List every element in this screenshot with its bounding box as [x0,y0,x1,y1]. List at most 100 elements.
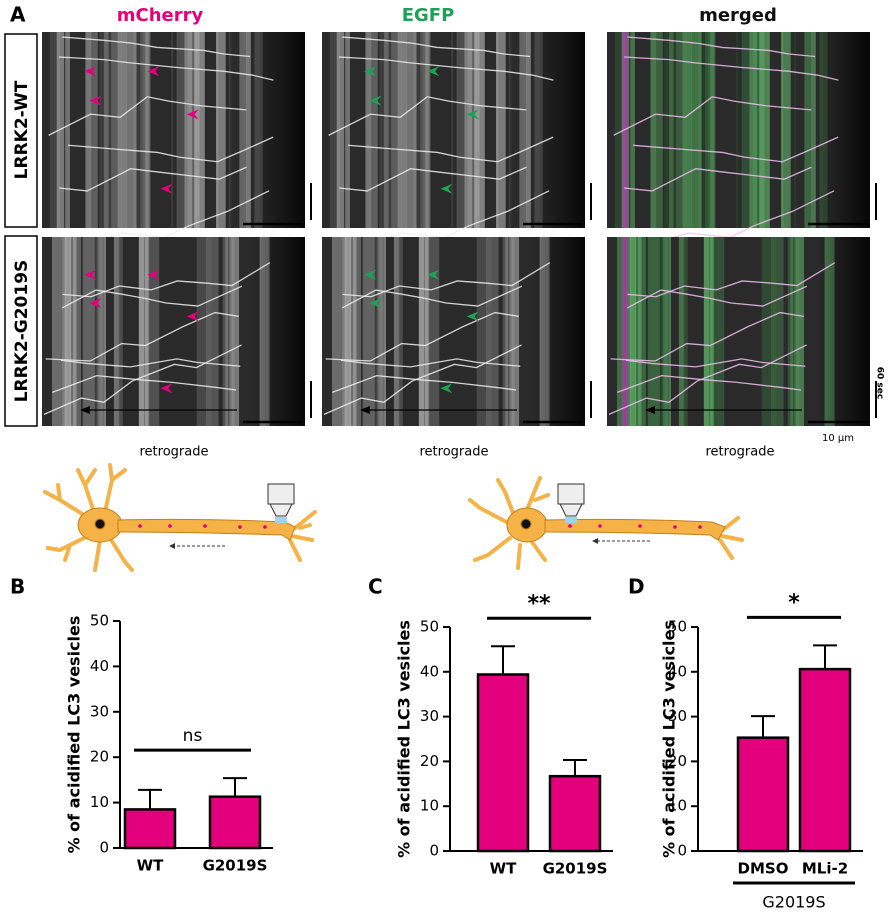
kymograph [42,32,312,248]
kymograph-track [60,358,241,368]
bar [736,736,790,853]
y-tick-label: 10 [668,797,687,815]
bar [123,808,177,850]
y-tick-label: 40 [420,662,439,680]
y-tick-label: 0 [429,842,439,860]
kymograph-track [328,96,527,136]
kymograph-track [62,36,251,58]
kymograph [322,32,592,248]
y-tick-label: 30 [90,702,109,720]
y-tick-label: 40 [668,662,687,680]
panel-letter: B [10,575,25,599]
kymograph [607,32,877,248]
panel-letter: A [10,3,26,27]
panel-letter: D [628,575,645,599]
group-label: G2019S [762,893,825,912]
kymograph-track [642,190,835,248]
kymograph [42,237,312,426]
direction-arrowhead [80,406,90,414]
direction-label: retrograde [140,445,209,460]
neuron-dots [138,524,702,529]
significance-label: * [788,590,800,615]
objective-icon [267,483,585,523]
kymograph-track [617,374,802,394]
x-tick-label: MLi-2 [802,860,848,878]
kymograph-track [62,285,243,309]
significance-label: ns [183,726,203,746]
kymograph-track [339,166,527,192]
kymograph-track [62,262,271,298]
direction-arrowhead [645,406,655,414]
kymograph [607,237,877,426]
y-tick-label: 0 [677,842,687,860]
row-label-box [4,33,38,228]
y-tick-label: 0 [99,839,109,857]
arrowhead [440,383,453,394]
arrowhead [440,183,453,194]
arrowhead [160,383,173,394]
y-axis-label: % of acidified LC3 vesicles [660,620,679,858]
kymograph-track [627,285,808,309]
kymograph-track [342,285,523,309]
x-tick-label: DMSO [738,860,789,878]
y-tick-label: 20 [420,752,439,770]
panel-letter: C [368,575,383,599]
kymograph-track [77,190,270,248]
kymograph-track [325,311,519,362]
arrowhead [147,66,160,77]
y-tick-label: 20 [668,752,687,770]
kymograph-track [624,56,839,81]
x-tick-label: G2019S [203,857,268,875]
kymograph-track [632,136,839,163]
arrowhead [84,66,97,77]
arrowhead [466,109,479,120]
arrowhead [147,269,160,280]
transport-arrow [175,540,650,547]
time-scale-label: 60 sec [875,367,885,399]
kymograph-track [627,36,816,58]
bar [798,667,852,853]
kymograph-track [323,344,522,415]
bar [208,795,262,850]
significance-label: ** [527,591,551,616]
kymograph-track [45,311,239,362]
length-scale-label: 10 µm [822,433,854,444]
direction-arrowhead [360,406,370,414]
y-tick-label: 10 [90,793,109,811]
kymograph-track [52,374,237,394]
row-label-box [4,235,38,427]
y-tick-label: 30 [668,707,687,725]
kymograph-fade [322,32,585,228]
kymograph-track [613,96,812,136]
arrowhead [89,95,102,106]
kymograph-track [608,344,807,415]
row-label: LRRK2-G2019S [12,260,32,403]
column-title: EGFP [402,5,455,26]
x-tick-label: WT [137,857,165,875]
kymograph-track [59,56,274,81]
y-tick-label: 10 [420,797,439,815]
arrowhead [364,269,377,280]
row-label: LRRK2-WT [12,80,32,179]
y-axis-label: % of acidified LC3 vesicles [395,620,414,858]
kymograph-track [357,190,550,248]
kymograph-track [342,36,531,58]
kymograph-track [610,311,804,362]
arrowhead [186,109,199,120]
direction-label: retrograde [706,445,775,460]
arrowhead [186,311,199,322]
y-tick-label: 50 [90,612,109,630]
kymograph-track [624,166,812,192]
arrowhead [364,66,377,77]
column-title: mCherry [117,5,204,26]
kymograph-fade [607,32,870,228]
column-title: merged [699,5,777,26]
neuron-schematic [43,463,744,572]
kymograph-track [67,136,274,163]
x-tick-label: WT [490,860,518,878]
arrowhead [84,269,97,280]
y-tick-label: 50 [420,618,439,636]
bar [548,774,602,853]
